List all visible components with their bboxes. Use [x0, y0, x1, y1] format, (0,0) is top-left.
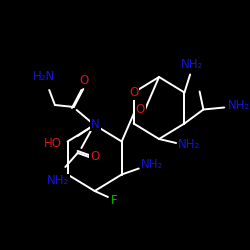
Text: NH₂: NH₂	[228, 99, 250, 112]
Text: N: N	[91, 118, 100, 130]
Text: O: O	[90, 150, 99, 162]
Text: NH₂: NH₂	[181, 58, 203, 71]
Text: NH₂: NH₂	[46, 174, 69, 188]
Text: O: O	[136, 103, 145, 116]
Text: O: O	[80, 74, 89, 88]
Text: NH₂: NH₂	[178, 138, 201, 151]
Text: NH₂: NH₂	[141, 158, 163, 171]
Text: HO: HO	[44, 137, 62, 150]
Text: O: O	[129, 86, 138, 99]
Text: F: F	[111, 194, 118, 206]
Text: H₂N: H₂N	[33, 70, 56, 84]
